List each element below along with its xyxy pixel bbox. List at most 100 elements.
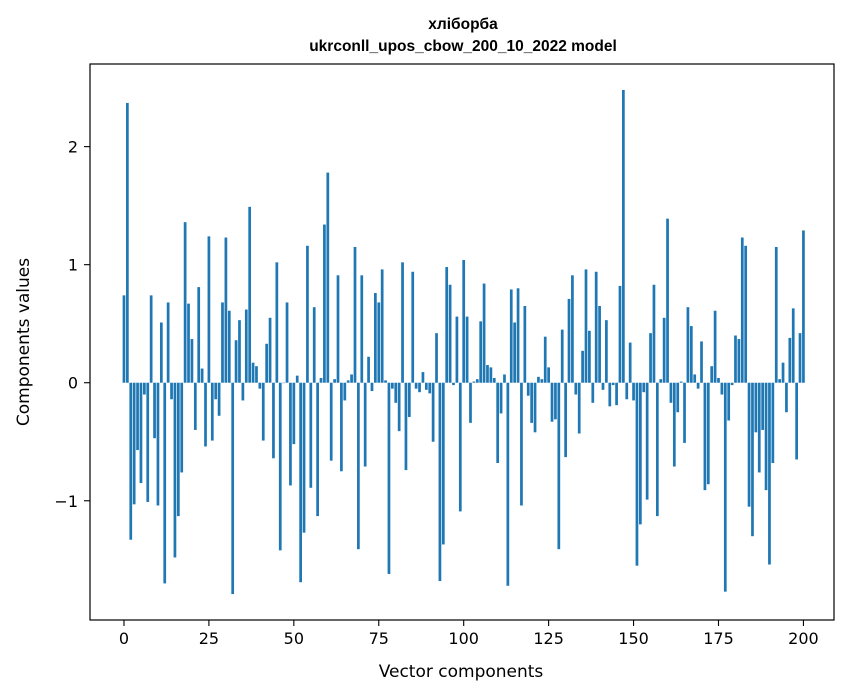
bar	[394, 382, 398, 403]
bar	[153, 382, 156, 439]
bar	[781, 362, 785, 383]
y-axis-label: Components values	[14, 258, 34, 426]
bar	[492, 378, 496, 383]
bar	[520, 382, 523, 506]
bar	[798, 333, 802, 383]
chart-title-line2: ukrconll_upos_cbow_200_10_2022 model	[309, 38, 617, 55]
bar	[571, 275, 574, 383]
bar	[757, 382, 761, 473]
bar	[751, 382, 754, 537]
bar	[625, 382, 629, 400]
bar	[574, 382, 578, 395]
bar	[676, 382, 680, 413]
bar	[713, 310, 717, 383]
bar	[710, 366, 714, 383]
bar	[261, 382, 265, 441]
bar	[312, 307, 316, 383]
bar	[292, 382, 296, 445]
bar	[193, 382, 197, 430]
bar	[377, 302, 381, 383]
bar	[363, 382, 367, 467]
bar	[156, 382, 160, 506]
bar	[421, 372, 425, 383]
bar	[176, 382, 180, 517]
bar	[509, 289, 513, 383]
bar	[615, 382, 618, 406]
bar	[350, 374, 353, 383]
bar	[180, 382, 184, 473]
bar	[418, 382, 421, 393]
bar	[275, 262, 279, 383]
bar	[608, 382, 612, 407]
bar	[166, 302, 170, 383]
bar	[309, 382, 313, 488]
bar	[700, 341, 703, 383]
bar	[598, 306, 601, 383]
bar	[136, 382, 139, 451]
bar	[672, 382, 676, 467]
bar	[441, 382, 445, 545]
bar	[306, 245, 309, 383]
bar	[251, 362, 255, 383]
bar	[686, 307, 690, 383]
bar	[265, 343, 269, 383]
bar	[370, 382, 374, 391]
bar	[584, 269, 588, 383]
bar	[438, 382, 442, 582]
bar	[645, 382, 649, 500]
bar	[414, 382, 418, 389]
bar	[360, 275, 364, 383]
bar	[384, 380, 387, 383]
bar	[132, 382, 136, 505]
bar	[129, 382, 133, 540]
bar	[357, 382, 360, 550]
x-tick-label: 50	[284, 629, 304, 648]
bar	[465, 316, 469, 383]
bar	[319, 378, 323, 383]
bar	[717, 378, 720, 383]
bar	[734, 335, 737, 383]
x-tick-label: 25	[199, 629, 219, 648]
bar	[346, 380, 350, 383]
bar	[475, 379, 479, 383]
x-tick-label: 100	[448, 629, 479, 648]
bar	[557, 382, 561, 550]
bar	[543, 336, 547, 383]
bar	[768, 382, 771, 565]
bar	[706, 382, 710, 485]
bar	[241, 382, 245, 401]
bar	[227, 310, 231, 383]
x-tick-label: 150	[618, 629, 649, 648]
x-axis-label: Vector components	[379, 662, 544, 682]
bar	[323, 224, 326, 383]
y-axis-ticks: −1 0 1 2	[54, 138, 90, 511]
y-tick-label: 2	[68, 138, 78, 157]
bar	[581, 350, 584, 383]
bar	[221, 302, 224, 383]
bar	[255, 366, 258, 383]
bar	[499, 382, 503, 414]
bar	[210, 382, 214, 441]
bar	[540, 379, 544, 383]
x-tick-label: 0	[119, 629, 129, 648]
bar	[547, 367, 550, 383]
bar	[764, 382, 768, 491]
bar	[404, 382, 408, 471]
bar	[679, 381, 683, 383]
bar	[214, 382, 218, 400]
bar	[526, 382, 530, 396]
bar	[340, 382, 343, 472]
bar	[149, 295, 153, 383]
bar	[537, 376, 540, 383]
bar	[139, 382, 143, 484]
bar	[299, 382, 302, 583]
bar	[122, 295, 126, 383]
bar	[448, 284, 452, 383]
y-tick-label: 0	[68, 374, 78, 393]
bar	[479, 321, 483, 383]
bar	[231, 382, 235, 595]
bar	[506, 382, 510, 586]
bar	[632, 382, 635, 401]
bar	[333, 379, 336, 383]
bar	[482, 283, 486, 383]
